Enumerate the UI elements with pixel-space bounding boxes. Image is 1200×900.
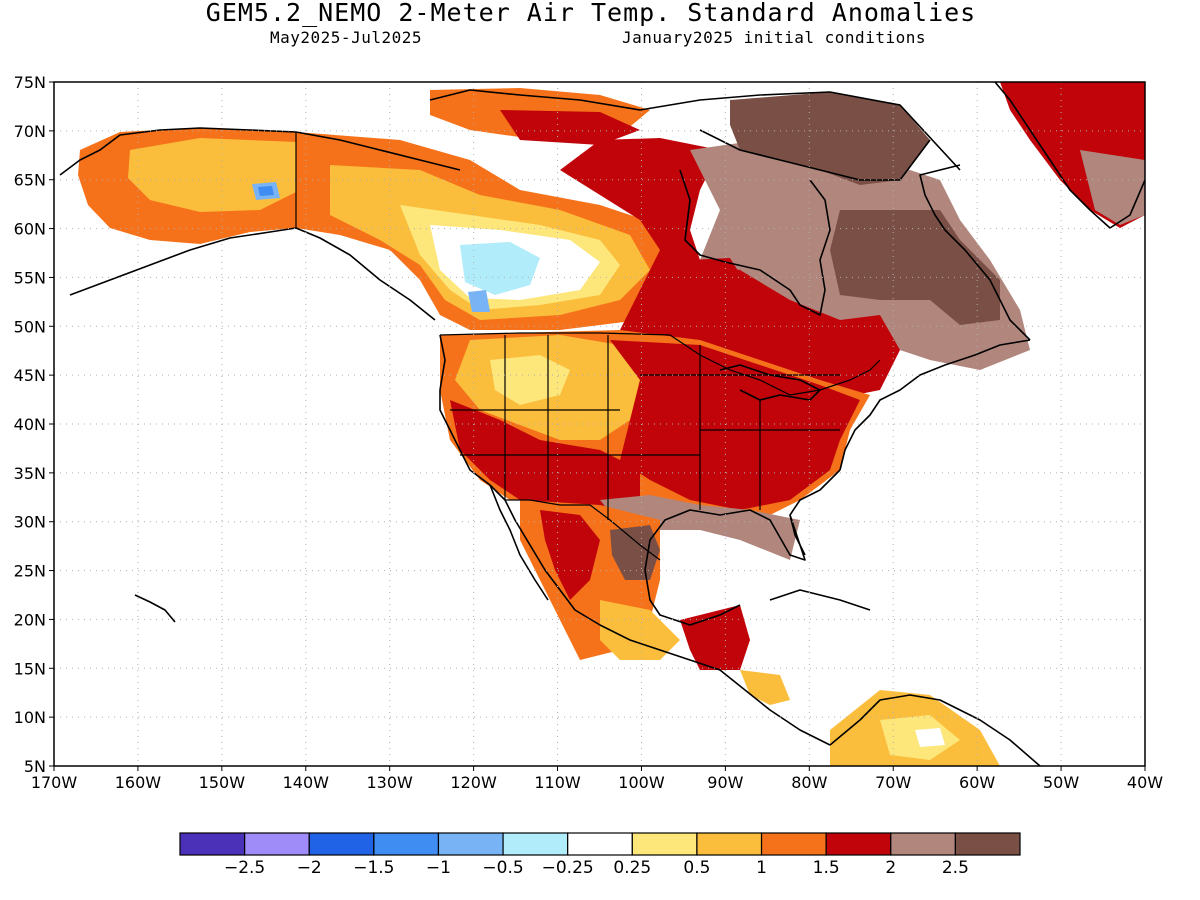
- coastline-alaska: [59, 127, 461, 176]
- anomaly-area-prairies-cool: [460, 242, 540, 295]
- coastline-west-us: [439, 334, 561, 591]
- colorbar-label: 0.5: [683, 858, 710, 878]
- lon-tick-label: 110W: [534, 773, 581, 792]
- colorbar-label: −1.5: [353, 858, 394, 878]
- anomaly-area-central-america: [680, 605, 750, 670]
- anomaly-area-labrador: [830, 210, 1000, 325]
- colorbar-label: 0.25: [613, 858, 651, 878]
- lat-tick-label: 50N: [14, 317, 46, 336]
- anomaly-area-southern-mexico: [600, 600, 680, 660]
- lat-tick-label: 5N: [24, 757, 46, 776]
- lon-tick-label: 160W: [115, 773, 162, 792]
- axis-labels: 75N 70N 65N 60N 55N 50N 45N 40N 35N 30N 25N 20N 15N 1…: [14, 73, 1164, 792]
- lon-tick-label: 40W: [1127, 773, 1163, 792]
- anomaly-area-cold-spot: [468, 290, 490, 312]
- anomaly-area-mexico-west: [540, 510, 600, 600]
- colorbar-label: 1.5: [813, 858, 840, 878]
- colorbar-label: −2.5: [224, 858, 265, 878]
- anomaly-area-arctic-islands: [730, 92, 930, 185]
- lat-tick-label: 65N: [14, 171, 46, 190]
- colorbar-swatch: [308, 832, 375, 856]
- colorbar-label: 1: [756, 858, 767, 878]
- lon-tick-label: 140W: [283, 773, 330, 792]
- lon-tick-label: 150W: [199, 773, 246, 792]
- coastline-south-america: [829, 694, 1041, 766]
- colorbar-swatch: [437, 832, 504, 856]
- coastline-alaska-south: [69, 227, 436, 321]
- anomaly-area-arctic-north-hot: [500, 110, 640, 145]
- colorbar-swatch: [760, 832, 827, 856]
- initial-conditions: January2025 initial conditions: [622, 28, 926, 47]
- anomaly-area-central-east-hot: [610, 340, 860, 510]
- lon-tick-label: 60W: [959, 773, 995, 792]
- colorbar-label: −0.5: [482, 858, 523, 878]
- lat-tick-label: 30N: [14, 513, 46, 532]
- colorbar-label: 2.5: [942, 858, 969, 878]
- anomaly-area-central-america-south: [740, 670, 790, 705]
- lon-tick-label: 80W: [791, 773, 827, 792]
- anomaly-area-southwest-hot: [450, 400, 640, 520]
- graticule: [54, 82, 1145, 766]
- coastline-florida: [789, 514, 806, 556]
- anomaly-area-greenland-edge: [1080, 150, 1145, 225]
- lon-tick-label: 170W: [31, 773, 78, 792]
- colorbar-swatch: [373, 832, 440, 856]
- anomaly-area-northern-rockies: [490, 355, 570, 405]
- anomaly-area-mexico-east: [610, 525, 660, 580]
- map-title: GEM5.2_NEMO 2-Meter Air Temp. Standard A…: [205, 0, 977, 27]
- lat-tick-label: 20N: [14, 610, 46, 629]
- lon-tick-label: 90W: [707, 773, 743, 792]
- colorbar-swatch: [954, 832, 1021, 856]
- coastline-cuba: [769, 589, 871, 611]
- lon-tick-label: 50W: [1043, 773, 1079, 792]
- coastline-labrador: [919, 164, 1031, 341]
- colorbar-swatch: [179, 832, 246, 856]
- colorbar-swatch: [244, 832, 310, 856]
- coastline-hudson-bay: [679, 169, 831, 316]
- colorbar-label: 2: [885, 858, 896, 878]
- lon-tick-label: 70W: [875, 773, 911, 792]
- anomaly-area-ak-cold-core: [258, 186, 274, 196]
- colorbar-swatch: [567, 832, 633, 856]
- anomaly-area-gulf-coast: [600, 495, 800, 560]
- coastline-greenland: [994, 82, 1145, 229]
- colorbar: −2.5 −2 −1.5 −1 −0.5 −0.25 0.25 0.5 1 1.5 2 2.5: [179, 832, 1021, 878]
- colorbar-swatch: [890, 832, 956, 856]
- colorbar-swatch: [631, 832, 698, 856]
- lat-tick-label: 25N: [14, 562, 46, 581]
- lat-tick-label: 40N: [14, 415, 46, 434]
- coastline-baja: [489, 484, 549, 601]
- coastline-hawaii: [134, 594, 176, 623]
- lat-tick-label: 10N: [14, 708, 46, 727]
- anomaly-area-south-america-neutral: [915, 728, 945, 747]
- colorbar-label: −1: [426, 858, 451, 878]
- lon-tick-label: 120W: [450, 773, 497, 792]
- lat-tick-label: 60N: [14, 220, 46, 239]
- lat-tick-label: 55N: [14, 268, 46, 287]
- colorbar-swatch: [696, 832, 763, 856]
- colorbar-swatch: [502, 832, 569, 856]
- anomaly-area-hudson-hot: [690, 258, 750, 300]
- lat-tick-label: 15N: [14, 659, 46, 678]
- colorbar-label: −0.25: [542, 858, 594, 878]
- colorbar-swatch: [825, 832, 892, 856]
- lat-tick-label: 45N: [14, 366, 46, 385]
- forecast-period: May2025-Jul2025: [270, 28, 422, 47]
- lat-tick-label: 35N: [14, 464, 46, 483]
- lat-tick-label: 70N: [14, 122, 46, 141]
- lon-tick-label: 100W: [618, 773, 665, 792]
- coastline-arctic: [429, 89, 961, 171]
- colorbar-label: −2: [297, 858, 322, 878]
- lon-tick-label: 130W: [367, 773, 414, 792]
- border-us-mexico: [505, 499, 661, 561]
- coastline-east-us: [839, 339, 1031, 471]
- lat-tick-label: 75N: [14, 73, 46, 92]
